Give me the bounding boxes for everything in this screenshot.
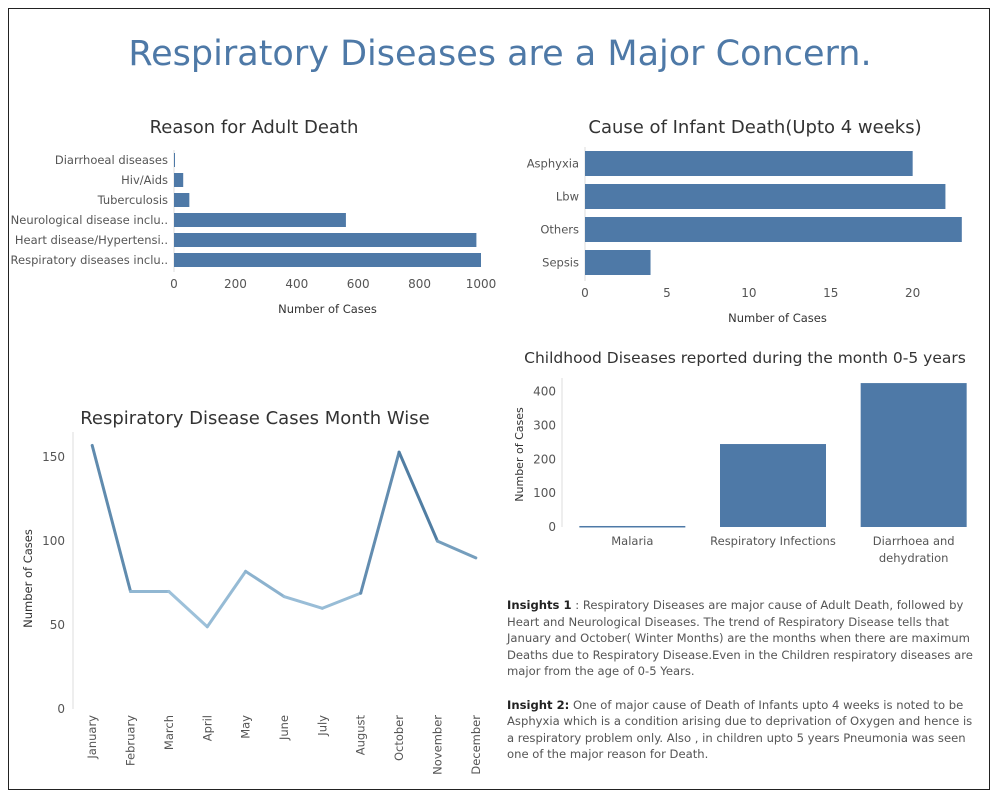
adult-bar [174,173,184,187]
adult-category-label: Tuberculosis [97,193,168,207]
monthly-line-segment [320,591,363,610]
adult-chart-title: Reason for Adult Death [149,117,359,138]
insight-1: Insights 1 : Respiratory Diseases are ma… [507,597,977,680]
insight-1-label: Insights 1 [507,598,572,612]
monthly-line-segment [282,595,324,610]
dashboard-frame [8,8,990,790]
monthly-tick-label: 0 [57,702,65,716]
infant-bar [585,151,913,176]
adult-bar [174,213,346,227]
childhood-bar [720,444,826,527]
adult-category-label: Neurological disease inclu.. [11,213,168,227]
adult-tick-label: 1000 [466,277,497,291]
infant-tick-label: 10 [741,286,756,300]
adult-bar [174,153,175,167]
monthly-line-segment [90,443,133,593]
monthly-line-segment [359,450,401,595]
infant-bar [585,184,946,209]
monthly-month-label: December [469,715,483,775]
monthly-chart-title: Respiratory Disease Cases Month Wise [80,408,430,429]
childhood-category-label: Diarrhoea and [873,534,955,548]
adult-category-label: Heart disease/Hypertensi.. [15,233,168,247]
adult-tick-label: 600 [347,277,370,291]
adult-category-label: Respiratory diseases inclu.. [11,253,168,267]
adult-category-label: Diarrhoeal diseases [55,153,168,167]
infant-bar [585,217,962,242]
adult-bar [174,253,481,267]
monthly-month-label: July [315,715,329,737]
monthly-tick-label: 50 [50,618,65,632]
adult-tick-label: 800 [408,277,431,291]
infant-category-label: Lbw [556,190,579,204]
infant-bar [585,250,651,275]
childhood-bar [860,383,967,527]
monthly-line-segment [244,569,286,599]
insight-1-text: : Respiratory Diseases are major cause o… [507,598,973,678]
monthly-line-segment [167,589,209,629]
monthly-tick-label: 100 [42,534,65,548]
childhood-category-label: Malaria [611,534,653,548]
infant-chart-title: Cause of Infant Death(Upto 4 weeks) [588,117,922,138]
adult-tick-label: 0 [170,277,178,291]
childhood-category-label: Respiratory Infections [710,534,836,548]
monthly-month-label: November [430,715,444,775]
childhood-tick-label: 0 [548,520,556,534]
insight-2-text: One of major cause of Death of Infants u… [507,697,973,762]
childhood-tick-label: 100 [533,486,556,500]
monthly-month-label: June [277,715,291,741]
adult-x-axis-title: Number of Cases [278,302,377,316]
childhood-tick-label: 300 [533,418,556,432]
adult-bar [174,193,190,207]
monthly-tick-label: 150 [42,450,65,464]
insight-2-label: Insight 2: [507,697,570,712]
infant-category-label: Sepsis [542,256,579,270]
childhood-bar [579,525,686,528]
adult-category-label: Hiv/Aids [121,173,168,187]
monthly-y-axis-title: Number of Cases [21,529,35,628]
monthly-line-segment [435,539,478,560]
monthly-month-label: April [200,715,214,741]
adult-bar [174,233,477,247]
monthly-month-label: February [124,715,138,766]
monthly-month-label: May [239,715,253,739]
infant-tick-label: 15 [823,286,838,300]
childhood-category-label: dehydration [879,551,949,565]
infant-category-label: Asphyxia [527,157,579,171]
monthly-month-label: August [354,715,368,756]
monthly-month-label: October [392,715,406,761]
monthly-line-segment [205,569,248,629]
infant-tick-label: 0 [581,286,589,300]
monthly-month-label: March [162,715,176,750]
infant-category-label: Others [540,223,579,237]
insights-panel: Insights 1 : Respiratory Diseases are ma… [507,597,977,780]
infant-tick-label: 5 [663,286,671,300]
childhood-tick-label: 400 [533,385,556,399]
adult-tick-label: 200 [224,277,247,291]
insight-2: Insight 2: One of major cause of Death o… [507,697,977,763]
childhood-tick-label: 200 [533,452,556,466]
adult-tick-label: 400 [285,277,308,291]
childhood-y-axis-title: Number of Cases [513,407,526,502]
infant-tick-label: 20 [905,286,920,300]
monthly-line-segment [397,450,439,543]
monthly-month-label: January [85,715,99,760]
infant-x-axis-title: Number of Cases [728,311,827,325]
childhood-chart-title: Childhood Diseases reported during the m… [524,349,966,367]
dashboard-title: Respiratory Diseases are a Major Concern… [128,34,872,74]
